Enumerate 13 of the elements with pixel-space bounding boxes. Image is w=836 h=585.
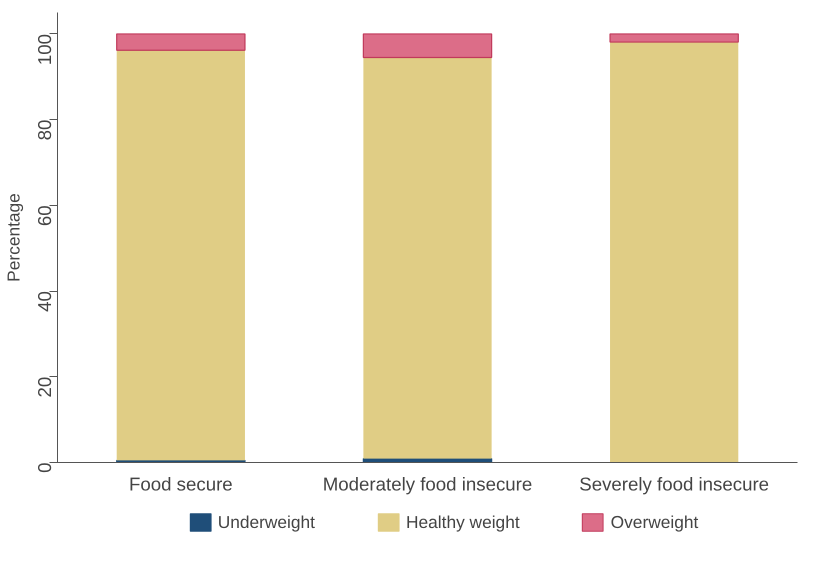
x-tick-label: Food secure bbox=[128, 474, 233, 494]
y-tick-label: 80 bbox=[34, 120, 55, 140]
legend-label: Overweight bbox=[610, 512, 698, 532]
y-tick-label: 20 bbox=[34, 376, 55, 398]
x-tick-label: Severely food insecure bbox=[579, 474, 770, 494]
y-tick-label: 0 bbox=[34, 462, 55, 473]
legend-label: Healthy weight bbox=[406, 512, 520, 532]
y-tick-label: 40 bbox=[34, 291, 55, 312]
y-axis-title: Percentage bbox=[4, 193, 24, 282]
legend-label: Underweight bbox=[218, 512, 315, 532]
x-tick-label: Moderately food insecure bbox=[322, 474, 532, 494]
y-tick-label: 60 bbox=[34, 205, 55, 226]
y-tick-label: 100 bbox=[34, 34, 55, 66]
